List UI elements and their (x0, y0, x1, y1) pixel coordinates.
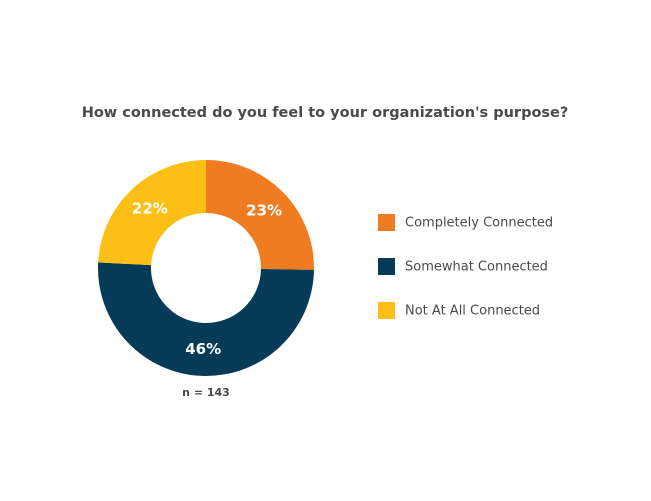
donut-slice (98, 160, 206, 266)
value-label: 22% (132, 199, 168, 217)
value-label: 23% (246, 201, 282, 219)
sample-size: n = 143 (182, 386, 230, 399)
donut-slice (98, 262, 314, 376)
legend-label: Not At All Connected (405, 304, 540, 319)
legend-label: Somewhat Connected (405, 260, 548, 275)
legend-swatch (378, 302, 395, 319)
legend-swatch (378, 258, 395, 275)
donut-slice (206, 160, 314, 270)
legend-label: Completely Connected (405, 216, 553, 231)
chart-title: How connected do you feel to your organi… (82, 105, 569, 121)
value-label: 46% (185, 340, 221, 358)
legend-swatch (378, 214, 395, 231)
